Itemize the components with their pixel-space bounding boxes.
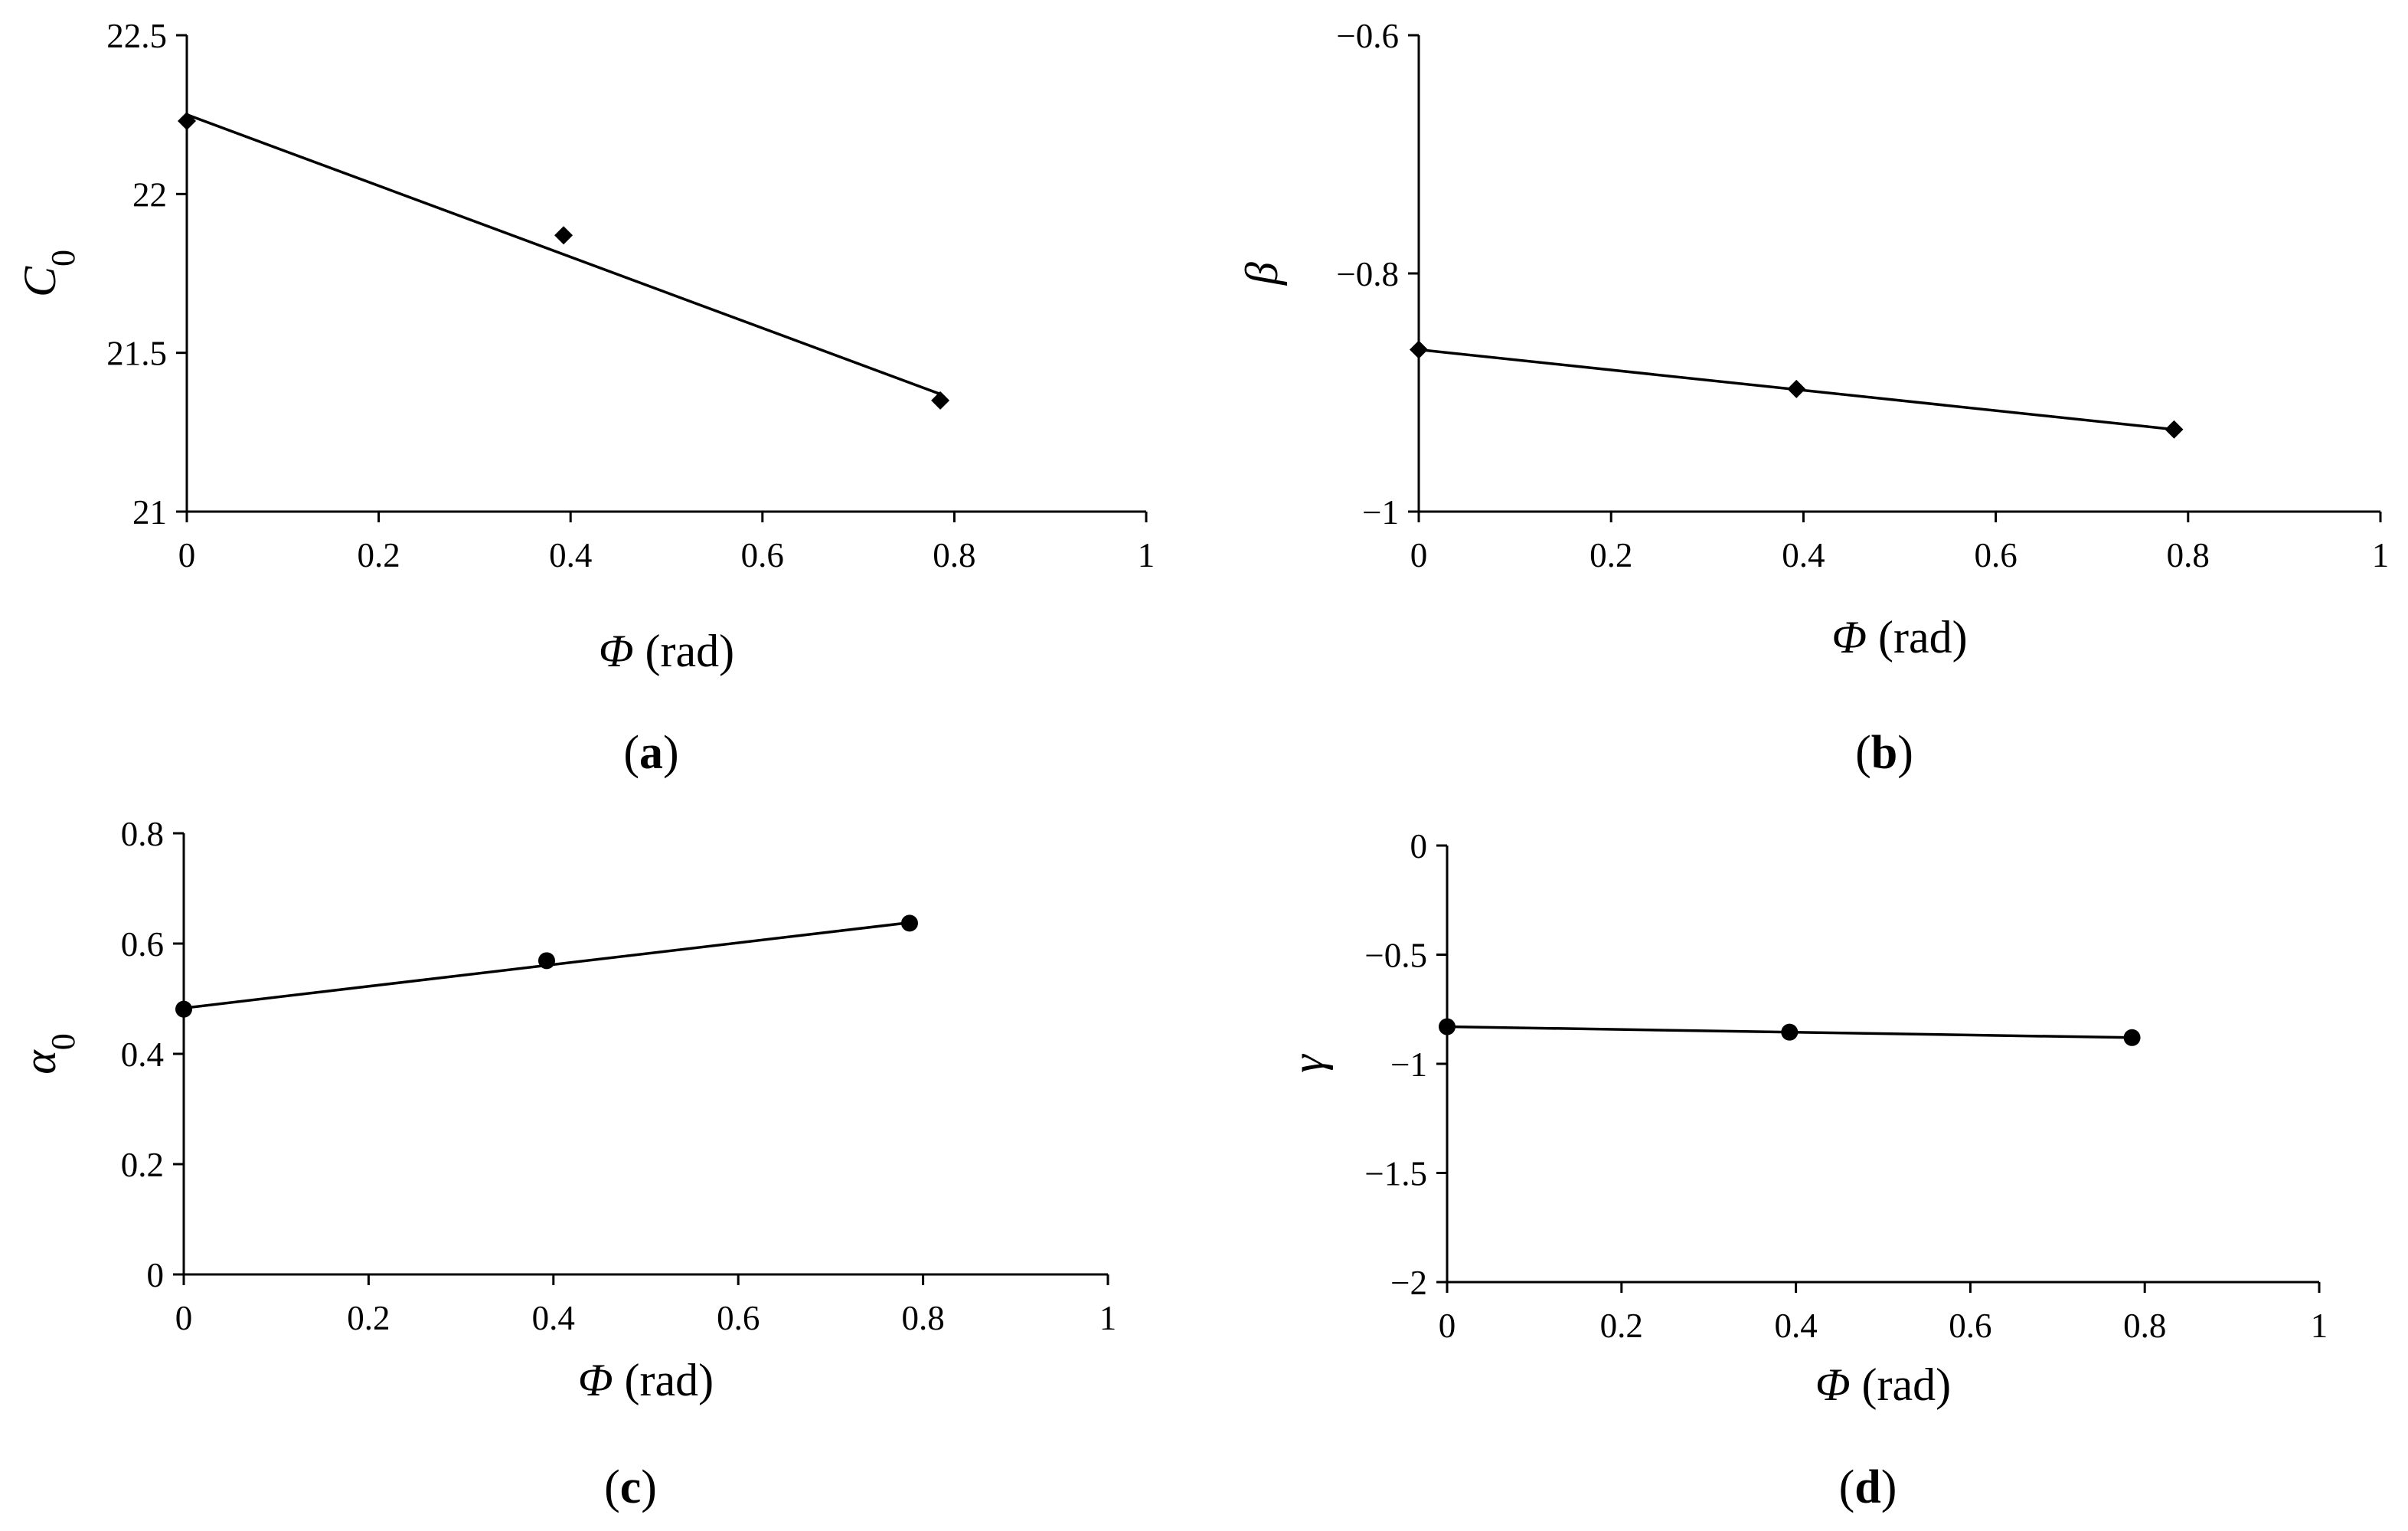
data-point [1781,1023,1799,1041]
data-point [2165,420,2184,439]
panel-letter: d [1854,1461,1880,1513]
panel-label: (c) [604,1461,657,1513]
data-point [537,952,555,970]
y-tick-label: 21.5 [106,335,167,373]
x-tick-label: 0.2 [1590,536,1632,574]
y-axis-title: C0 [15,250,82,297]
x-axis-unit: (rad) [613,1355,714,1405]
y-axis-symbol: C [15,266,65,297]
x-tick-label: 0.4 [1782,536,1825,574]
x-tick-label: 0.2 [1600,1307,1643,1345]
y-tick-label: 0.8 [121,815,164,853]
panel-label: (d) [1839,1461,1897,1513]
data-point [1439,1018,1456,1035]
y-axis-subscript: 0 [44,1033,82,1050]
y-axis-title: α0 [15,1033,82,1075]
panel-b: 0 0.2 0.4 0.6 0.8 1 −1 −0.8 −0.6 Φ (rad) β (b) [1237,17,2389,779]
x-axis-title: Φ (rad) [1831,612,1967,662]
x-axis-unit: (rad) [1851,1359,1952,1410]
y-axis-title: β [1237,262,1287,286]
x-tick-label: 0 [175,1299,193,1337]
x-tick-label: 0.8 [2167,536,2210,574]
x-tick-label: 1 [1138,536,1155,574]
y-axis-symbol: α [15,1049,65,1075]
x-axis-unit: (rad) [1867,612,1968,662]
y-tick-label: −1.5 [1364,1155,1427,1193]
x-tick-label: 0.4 [1774,1307,1817,1345]
x-axis-symbol: Φ [578,1355,613,1405]
x-tick-label: 0 [178,536,196,574]
x-tick-label: 0.6 [741,536,784,574]
data-point [175,1000,192,1018]
x-tick-label: 0.2 [357,536,400,574]
x-axis-title: Φ (rad) [578,1355,714,1405]
y-axis-symbol: β [1237,262,1287,286]
y-tick-label: −0.6 [1336,17,1399,55]
x-tick-label: 0.8 [2123,1307,2166,1345]
y-tick-label: 22.5 [106,17,167,55]
data-point [178,111,196,130]
x-axis-unit: (rad) [634,626,735,676]
y-tick-label: 22 [132,175,167,214]
x-tick-label: 0.4 [532,1299,575,1337]
x-tick-label: 0 [1410,536,1428,574]
x-tick-label: 0.6 [1974,536,2017,574]
panel-letter: a [639,727,663,779]
panel-label: (a) [623,727,678,779]
x-tick-label: 1 [2372,536,2390,574]
panel-c: 0 0.2 0.4 0.6 0.8 100.20.40.60.8Φ (rad)α0(c) [15,815,1116,1513]
x-axis-title: Φ (rad) [1815,1359,1951,1410]
data-point [1787,379,1806,398]
x-axis-title: Φ (rad) [599,626,734,676]
x-axis-symbol: Φ [1815,1359,1851,1410]
y-tick-label: 0 [147,1256,165,1294]
panel-letter: c [620,1461,642,1513]
y-tick-label: −2 [1390,1264,1427,1302]
y-tick-label: −0.5 [1364,937,1427,975]
y-tick-label: −1 [1390,1045,1427,1084]
y-tick-label: −1 [1362,493,1399,532]
data-point [1410,340,1428,359]
y-axis-symbol: γ [1282,1054,1333,1073]
x-tick-label: 0.4 [549,536,592,574]
x-tick-label: 0.2 [347,1299,390,1337]
trend-line [186,113,941,396]
x-tick-label: 0.6 [717,1299,760,1337]
y-tick-label: −0.8 [1336,255,1399,293]
panel-d: 0 0.2 0.4 0.6 0.8 1 −2 −1.5 −1 −0.5 0 Φ (rad) γ (d) [1282,827,2328,1513]
x-tick-label: 0.8 [901,1299,944,1337]
x-axis-symbol: Φ [599,626,634,676]
y-axis-title: γ [1282,1054,1333,1073]
data-point [900,914,918,932]
data-point [931,391,950,410]
x-tick-label: 0.8 [933,536,975,574]
x-axis-symbol: Φ [1831,612,1867,662]
y-tick-label: 0.6 [121,925,164,963]
data-point [554,226,573,245]
y-tick-label: 0 [1410,827,1428,865]
data-point [2123,1029,2141,1046]
panel-label: (b) [1855,727,1913,779]
x-tick-label: 0 [1439,1307,1456,1345]
y-axis-subscript: 0 [44,250,82,267]
y-tick-label: 0.4 [121,1035,164,1074]
y-tick-label: 0.2 [121,1146,164,1184]
x-tick-label: 1 [1099,1299,1117,1337]
x-tick-label: 1 [2311,1307,2328,1345]
x-tick-label: 0.6 [1949,1307,1991,1345]
panel-letter: b [1871,727,1897,779]
y-tick-label: 21 [132,493,167,532]
